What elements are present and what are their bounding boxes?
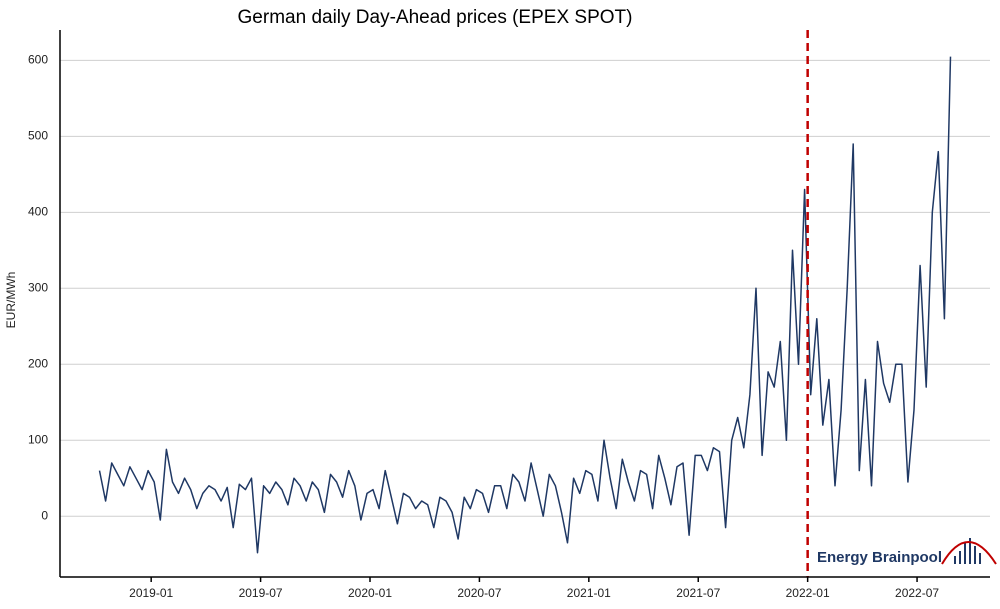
x-tick-label: 2020-01 bbox=[348, 586, 392, 600]
x-tick-label: 2019-01 bbox=[129, 586, 173, 600]
y-tick-label: 100 bbox=[28, 432, 48, 446]
y-tick-label: 600 bbox=[28, 53, 48, 67]
source-label: Energy Brainpool bbox=[817, 549, 942, 566]
x-tick-label: 2021-07 bbox=[676, 586, 720, 600]
logo-curve bbox=[941, 541, 997, 565]
x-tick-label: 2020-07 bbox=[457, 586, 501, 600]
y-tick-label: 500 bbox=[28, 129, 48, 143]
logo: Energy Brainpool bbox=[817, 538, 997, 566]
price-line bbox=[98, 56, 952, 554]
x-tick-label: 2021-01 bbox=[567, 586, 611, 600]
x-tick-label: 2019-07 bbox=[239, 586, 283, 600]
x-tick-label: 2022-01 bbox=[786, 586, 830, 600]
y-axis-label: EUR/MWh bbox=[4, 272, 18, 329]
y-tick-label: 400 bbox=[28, 205, 48, 219]
y-tick-label: 0 bbox=[41, 508, 48, 522]
x-tick-label: 2022-07 bbox=[895, 586, 939, 600]
y-tick-label: 300 bbox=[28, 280, 48, 294]
chart-title: German daily Day-Ahead prices (EPEX SPOT… bbox=[238, 7, 633, 28]
y-tick-label: 200 bbox=[28, 356, 48, 370]
logo-icon bbox=[954, 538, 981, 564]
